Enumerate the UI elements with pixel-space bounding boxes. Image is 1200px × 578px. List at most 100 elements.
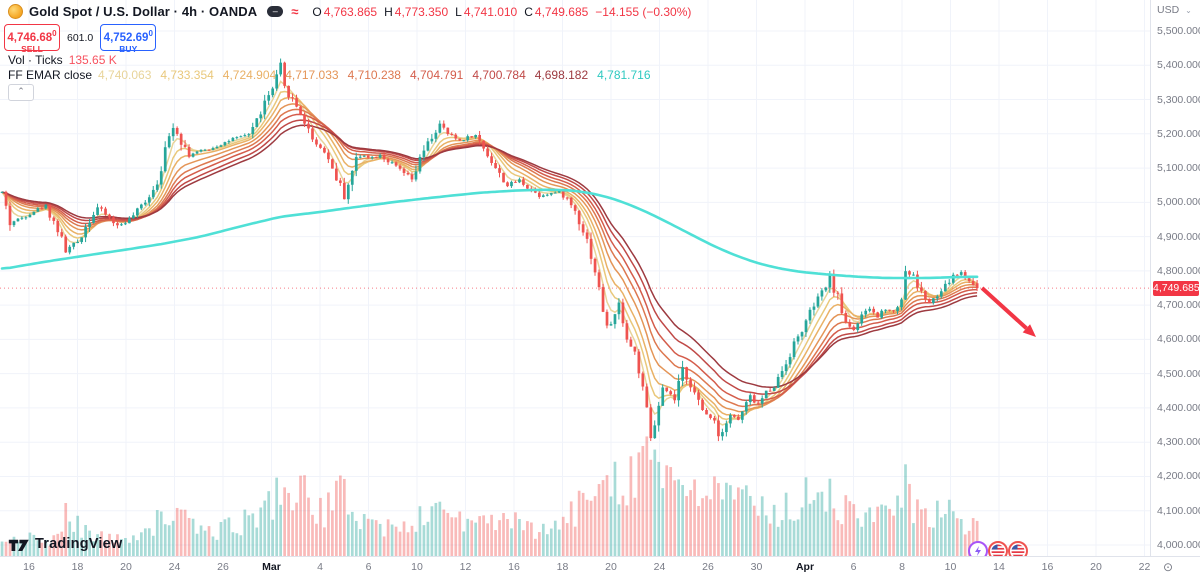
price-axis-label: 4,700.000 — [1157, 299, 1200, 312]
clock-icon[interactable]: ⊙ — [1163, 560, 1174, 574]
time-axis-label: 18 — [556, 561, 569, 573]
time-axis-label: 6 — [850, 561, 857, 573]
gold-coin-icon — [8, 4, 23, 19]
emar-value: 4,704.791 — [409, 68, 464, 82]
emar-cyan-value: 4,781.716 — [597, 68, 651, 82]
sell-price: 4,746.68 — [7, 31, 53, 44]
low-label: L — [455, 4, 462, 19]
emar-values: 4,740.063 4,733.354 4,724.904 4,717.033 4,71… — [98, 68, 651, 82]
volume-label: Vol · Ticks — [8, 53, 63, 67]
change-value: −14.155 (−0.30%) — [595, 4, 692, 19]
grid-lines — [0, 0, 1150, 556]
time-axis-label: 24 — [168, 561, 181, 573]
price-axis-label: 4,200.000 — [1157, 470, 1200, 483]
chart-header: Gold Spot / U.S. Dollar · 4h · OANDA – ≈… — [8, 4, 691, 19]
volume-legend[interactable]: Vol · Ticks 135.65 K — [8, 53, 117, 67]
emar-value: 4,733.354 — [160, 68, 214, 82]
buy-label: BUY — [119, 43, 138, 54]
arrow-drawing[interactable] — [980, 286, 1036, 337]
high-label: H — [384, 4, 393, 19]
price-axis-label: 4,900.000 — [1157, 230, 1200, 243]
buy-price: 4,752.69 — [103, 31, 149, 44]
time-axis-label: 22 — [1138, 561, 1151, 573]
price-axis-label: 5,400.000 — [1157, 59, 1200, 72]
time-axis-label: 16 — [23, 561, 35, 573]
emar-value: 4,700.784 — [472, 68, 526, 82]
time-axis-label: 16 — [508, 561, 520, 573]
currency-label: USD — [1157, 4, 1180, 16]
collapse-legend-button[interactable]: ⌃ — [8, 84, 34, 101]
emar-value: 4,724.904 — [222, 68, 277, 82]
emar-value: 4,698.182 — [534, 68, 589, 82]
open-label: O — [312, 4, 322, 19]
candlesticks — [0, 58, 979, 442]
time-axis-label: 26 — [702, 561, 714, 573]
emar-value: 4,717.033 — [285, 68, 339, 82]
time-axis-label: 8 — [899, 561, 905, 573]
time-axis-label: 6 — [365, 561, 372, 573]
currency-selector[interactable]: USD ⌄ — [1157, 4, 1192, 16]
tradingview-logo-icon — [8, 539, 29, 551]
time-axis-month-label: Apr — [795, 561, 815, 573]
us-flag-event-icon[interactable] — [988, 541, 1008, 561]
price-axis-label: 5,500.000 — [1157, 25, 1200, 37]
time-axis-label: 18 — [71, 561, 84, 573]
high-value: 4,773.350 — [394, 4, 449, 19]
tradingview-logo[interactable]: TradingView — [8, 536, 122, 552]
time-axis-label: 10 — [944, 561, 957, 573]
ohlc-readout: O 4,763.865 H 4,773.350 L 4,741.010 C 4,749.… — [312, 5, 691, 19]
time-axis-label: 20 — [1090, 561, 1102, 573]
low-value: 4,741.010 — [463, 4, 518, 19]
time-axis[interactable]: ⊙ 16 18 20 24 26 Mar 4 6 10 12 16 18 20 24 26 30 Apr 6 8 10… — [0, 556, 1200, 578]
time-axis-label: 30 — [750, 561, 763, 573]
close-value: 4,749.685 — [534, 4, 589, 19]
buy-price-sup: 0 — [148, 29, 153, 38]
emar-label: FF EMAR close — [8, 68, 93, 82]
tradingview-logo-text: TradingView — [35, 536, 123, 552]
volume-value: 135.65 K — [68, 53, 117, 67]
approx-badge-icon: ≈ — [291, 4, 299, 19]
spread-value: 601.0 — [67, 31, 94, 44]
price-axis-label: 4,100.000 — [1157, 504, 1200, 517]
price-axis-label: 5,300.000 — [1157, 93, 1200, 106]
price-axis-label: 5,200.000 — [1157, 127, 1200, 140]
price-axis-label: 4,400.000 — [1157, 401, 1200, 414]
price-axis-label: 4,000.000 — [1157, 539, 1200, 551]
buy-button[interactable]: 4,752.690 BUY — [100, 24, 157, 54]
price-axis-label: 4,300.000 — [1157, 436, 1200, 449]
close-label: C — [524, 4, 533, 19]
time-axis-label: 26 — [217, 561, 229, 573]
time-axis-label: 4 — [317, 561, 323, 573]
time-axis-month-label: Mar — [262, 561, 281, 573]
emar-value: 4,710.238 — [347, 68, 401, 82]
sell-button[interactable]: 4,746.680 SELL — [4, 24, 60, 54]
sell-label: SELL — [21, 43, 43, 54]
volume-bars — [0, 436, 979, 556]
trade-panel: 4,746.680 SELL 601.0 4,752.690 BUY — [4, 24, 157, 54]
time-axis-label: 20 — [605, 561, 617, 573]
open-value: 4,763.865 — [323, 4, 378, 19]
time-axis-label: 10 — [411, 561, 423, 573]
emar-ribbon-lines — [1, 80, 978, 426]
emar-value: 4,740.063 — [98, 68, 152, 82]
price-axis[interactable]: USD ⌄ 4,749.685 5,500.000 5,400.000 5,300.… — [1150, 0, 1200, 556]
price-axis-label: 4,600.000 — [1157, 333, 1200, 346]
price-axis-label: 4,500.000 — [1157, 367, 1200, 380]
event-markers — [968, 541, 1028, 561]
time-axis-label: 16 — [1041, 561, 1054, 573]
price-axis-label: 5,000.000 — [1157, 196, 1200, 209]
chevron-down-icon: ⌄ — [1185, 5, 1192, 15]
symbol-title[interactable]: Gold Spot / U.S. Dollar · 4h · OANDA — [29, 4, 258, 19]
slow-ema-cyan-line — [0, 188, 979, 280]
time-axis-label: 12 — [459, 561, 472, 573]
time-axis-label: 14 — [993, 561, 1005, 573]
last-price-badge: 4,749.685 — [1153, 280, 1200, 296]
time-axis-label: 20 — [120, 561, 132, 573]
dash-badge-icon[interactable]: – — [267, 6, 284, 17]
time-axis-label: 24 — [653, 561, 666, 573]
sell-price-sup: 0 — [52, 29, 57, 38]
price-axis-label: 4,800.000 — [1157, 264, 1200, 277]
emar-legend[interactable]: FF EMAR close 4,740.063 4,733.354 4,724.90… — [8, 68, 651, 82]
